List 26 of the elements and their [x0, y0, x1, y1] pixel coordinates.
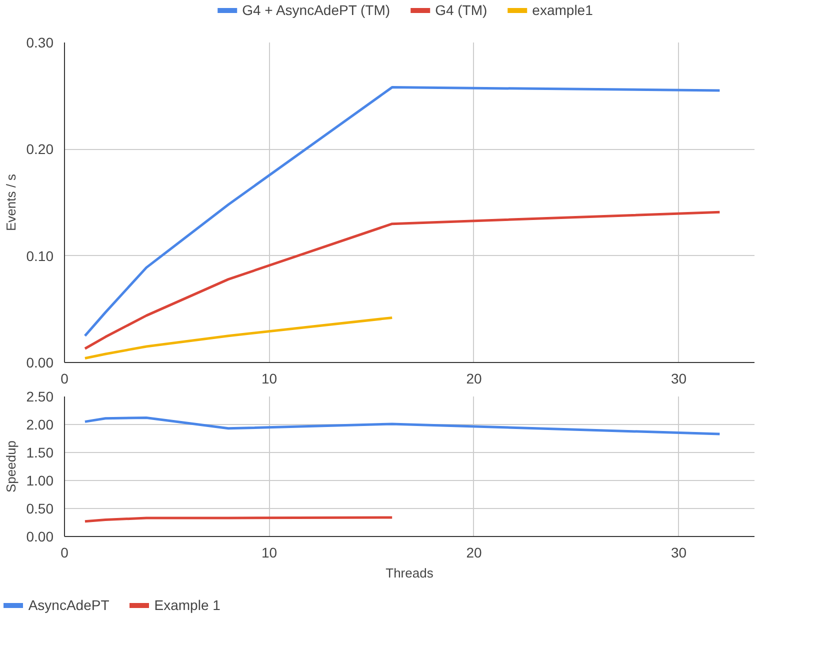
- x-tick-label: 20: [466, 544, 482, 560]
- y-axis-title: Speedup: [3, 440, 18, 493]
- x-tick-label: 30: [670, 370, 687, 386]
- x-tick-label: 0: [60, 544, 69, 560]
- x-tick-label: 20: [466, 370, 482, 386]
- x-tick-label: 0: [60, 370, 69, 386]
- x-tick-label: 30: [670, 544, 687, 560]
- y-tick-label: 1.00: [26, 472, 54, 488]
- y-axis-title: Events / s: [3, 173, 18, 232]
- legend-label: example1: [532, 2, 593, 18]
- x-tick-label: 10: [261, 544, 278, 560]
- legend-label: Example 1: [154, 597, 220, 613]
- x-tick-label: 10: [261, 370, 278, 386]
- x-axis-title: Threads: [386, 566, 434, 580]
- y-tick-label: 0.10: [26, 248, 54, 264]
- legend-label: G4 + AsyncAdePT (TM): [242, 2, 390, 18]
- y-tick-label: 0.00: [26, 354, 54, 370]
- y-tick-label: 0.50: [26, 500, 54, 516]
- y-tick-label: 2.50: [26, 388, 54, 404]
- y-tick-label: 0.00: [26, 528, 54, 544]
- y-tick-label: 2.00: [26, 416, 54, 432]
- y-tick-label: 1.50: [26, 444, 54, 460]
- legend-label: AsyncAdePT: [28, 597, 110, 613]
- legend-label: G4 (TM): [435, 2, 488, 18]
- y-tick-label: 0.20: [26, 141, 54, 158]
- y-tick-label: 0.30: [26, 34, 54, 50]
